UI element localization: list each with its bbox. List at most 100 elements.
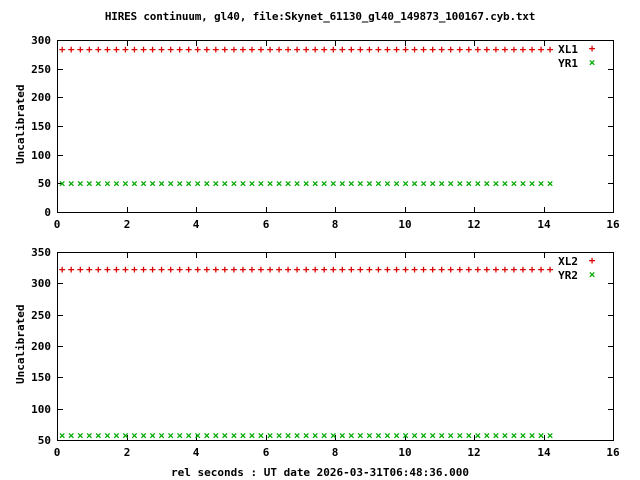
bottom-x-tick-mark — [335, 435, 336, 441]
bottom-x-tick-mark — [405, 435, 406, 441]
top-y-tick-label: 150 — [31, 120, 51, 133]
top-y-tick-mark-right — [608, 126, 614, 127]
top-y-tick-mark — [57, 40, 63, 41]
bottom-x-tick-label: 2 — [123, 446, 131, 459]
bottom-x-tick-mark — [613, 435, 614, 441]
legend-symbol-xl1: + — [588, 42, 596, 55]
page-title: HIRES continuum, gl40, file:Skynet_61130… — [104, 10, 536, 23]
bottom-y-tick-mark — [57, 346, 63, 347]
bottom-x-tick-mark — [266, 435, 267, 441]
top-y-tick-label: 0 — [44, 206, 51, 219]
top-x-tick-mark — [613, 207, 614, 213]
bottom-y-tick-mark — [57, 315, 63, 316]
top-y-tick-mark — [57, 155, 63, 156]
top-y-tick-label: 100 — [31, 149, 51, 162]
bottom-x-tick-mark-top — [405, 252, 406, 258]
bottom-y-tick-label: 150 — [31, 371, 51, 384]
legend-label-xl2: XL2 — [558, 255, 578, 268]
legend-symbol-yr1: × — [588, 56, 596, 69]
top-x-tick-label: 4 — [192, 218, 200, 231]
bottom-y-tick-mark — [57, 252, 63, 253]
top-y-tick-mark-right — [608, 183, 614, 184]
top-y-tick-mark — [57, 126, 63, 127]
top-y-tick-mark-right — [608, 212, 614, 213]
top-x-tick-mark — [127, 207, 128, 213]
top-x-tick-label: 10 — [398, 218, 412, 231]
bottom-y-tick-label: 300 — [31, 277, 51, 290]
legend-label-xl1: XL1 — [558, 43, 578, 56]
top-y-tick-mark-right — [608, 97, 614, 98]
bottom-y-axis-label: Uncalibrated — [14, 304, 27, 384]
bottom-x-tick-label: 16 — [606, 446, 620, 459]
top-x-tick-label: 0 — [53, 218, 61, 231]
bottom-x-tick-mark-top — [57, 252, 58, 258]
bottom-x-tick-mark — [57, 435, 58, 441]
bottom-y-tick-mark — [57, 409, 63, 410]
top-x-tick-mark-top — [474, 40, 475, 46]
bottom-x-tick-label: 12 — [467, 446, 481, 459]
top-x-tick-mark-top — [544, 40, 545, 46]
top-x-tick-mark-top — [335, 40, 336, 46]
bottom-y-tick-mark-right — [608, 440, 614, 441]
bottom-x-tick-label: 0 — [53, 446, 61, 459]
bottom-y-tick-mark-right — [608, 283, 614, 284]
bottom-x-tick-mark-top — [127, 252, 128, 258]
x-axis-label: rel seconds : UT date 2026-03-31T06:48:3… — [170, 466, 469, 479]
bottom-x-tick-mark-top — [196, 252, 197, 258]
top-y-tick-mark — [57, 212, 63, 213]
bottom-y-tick-mark-right — [608, 315, 614, 316]
top-y-tick-mark — [57, 69, 63, 70]
top-x-tick-label: 14 — [537, 218, 551, 231]
bottom-y-tick-mark — [57, 377, 63, 378]
legend-symbol-yr2: × — [588, 268, 596, 281]
bottom-x-tick-mark — [544, 435, 545, 441]
top-x-tick-mark-top — [127, 40, 128, 46]
top-x-tick-label: 12 — [467, 218, 481, 231]
bottom-x-tick-label: 14 — [537, 446, 551, 459]
bottom-y-tick-label: 250 — [31, 309, 51, 322]
bottom-x-tick-label: 10 — [398, 446, 412, 459]
bottom-y-tick-label: 100 — [31, 403, 51, 416]
top-x-tick-label: 2 — [123, 218, 131, 231]
bottom-x-tick-mark — [196, 435, 197, 441]
bottom-y-tick-mark-right — [608, 346, 614, 347]
top-x-tick-mark — [196, 207, 197, 213]
top-y-tick-label: 300 — [31, 34, 51, 47]
bottom-x-tick-mark-top — [266, 252, 267, 258]
top-x-tick-mark — [266, 207, 267, 213]
legend-label-yr1: YR1 — [558, 57, 578, 70]
bottom-x-tick-mark-top — [613, 252, 614, 258]
top-x-tick-mark-top — [613, 40, 614, 46]
bottom-y-tick-mark — [57, 440, 63, 441]
bottom-x-tick-label: 6 — [262, 446, 270, 459]
top-x-tick-mark-top — [266, 40, 267, 46]
bottom-x-tick-mark — [474, 435, 475, 441]
top-y-tick-mark-right — [608, 69, 614, 70]
top-x-tick-mark — [335, 207, 336, 213]
bottom-y-tick-mark — [57, 283, 63, 284]
bottom-x-tick-label: 4 — [192, 446, 200, 459]
bottom-y-tick-label: 350 — [31, 246, 51, 259]
top-x-tick-mark — [57, 207, 58, 213]
bottom-x-tick-mark-top — [335, 252, 336, 258]
bottom-x-tick-label: 8 — [331, 446, 339, 459]
top-x-tick-label: 6 — [262, 218, 270, 231]
top-x-tick-mark — [474, 207, 475, 213]
top-y-tick-mark — [57, 183, 63, 184]
top-x-tick-label: 8 — [331, 218, 339, 231]
bottom-y-tick-label: 200 — [31, 340, 51, 353]
top-y-tick-label: 200 — [31, 91, 51, 104]
top-x-tick-mark-top — [405, 40, 406, 46]
bottom-y-tick-mark-right — [608, 377, 614, 378]
bottom-y-tick-mark-right — [608, 252, 614, 253]
bottom-x-tick-mark-top — [544, 252, 545, 258]
bottom-y-tick-mark-right — [608, 409, 614, 410]
top-y-tick-label: 50 — [37, 177, 51, 190]
top-y-tick-mark-right — [608, 155, 614, 156]
bottom-y-tick-label: 50 — [37, 434, 51, 447]
top-x-tick-mark — [544, 207, 545, 213]
bottom-x-tick-mark-top — [474, 252, 475, 258]
top-y-tick-label: 250 — [31, 63, 51, 76]
